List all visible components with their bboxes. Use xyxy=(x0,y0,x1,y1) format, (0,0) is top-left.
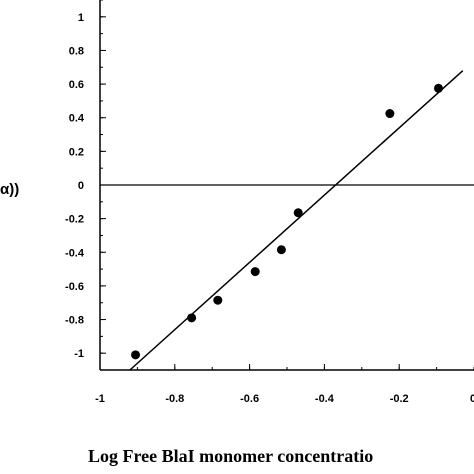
y-tick-label: 0.6 xyxy=(69,79,84,91)
fit-line xyxy=(129,70,464,371)
data-point xyxy=(213,295,223,305)
x-axis-title: Log Free BlaI monomer concentratio xyxy=(88,446,373,466)
data-point xyxy=(293,208,303,218)
y-axis-label-fragment: α)) xyxy=(0,181,19,198)
data-point xyxy=(187,313,197,323)
y-tick-label: 0.4 xyxy=(69,113,85,125)
y-tick-label: -0.6 xyxy=(65,281,84,293)
y-tick-label: -1 xyxy=(74,348,84,360)
y-tick-label: 0.8 xyxy=(69,45,84,57)
x-tick-label-partial: 0 xyxy=(470,393,474,405)
y-tick-label: -0.8 xyxy=(65,315,84,327)
data-point xyxy=(276,245,286,255)
y-tick-label: -0.4 xyxy=(65,247,85,259)
y-tick-label: 0 xyxy=(78,180,84,192)
data-point xyxy=(131,350,141,360)
data-point xyxy=(250,267,260,277)
x-tick-label: -0.8 xyxy=(165,393,184,405)
y-tick-label: -0.2 xyxy=(65,214,84,226)
x-tick-label: -0.6 xyxy=(240,393,259,405)
y-tick-label: 1 xyxy=(78,12,84,24)
x-tick-label: -0.4 xyxy=(315,393,335,405)
y-tick-label: 0.2 xyxy=(69,146,84,158)
x-tick-label: -0.2 xyxy=(390,393,409,405)
data-point xyxy=(433,83,443,93)
x-tick-label: -1 xyxy=(95,393,105,405)
data-point xyxy=(385,109,395,119)
